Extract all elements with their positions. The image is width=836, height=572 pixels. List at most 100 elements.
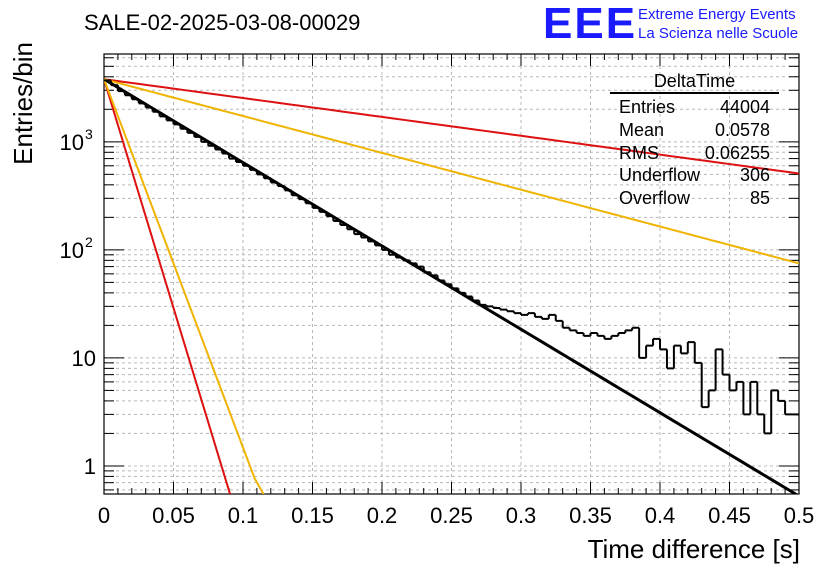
histogram-bin xyxy=(506,309,515,313)
histogram-bin xyxy=(540,316,549,320)
histogram-bin xyxy=(624,329,633,334)
histogram-bin xyxy=(749,380,758,415)
histogram-bin xyxy=(158,111,167,118)
histogram-bin xyxy=(659,338,667,351)
stats-value: 0.06255 xyxy=(704,142,770,163)
histogram-bin xyxy=(478,300,487,306)
histogram-bin xyxy=(742,381,751,416)
histogram-bin xyxy=(471,296,480,302)
histogram-bin xyxy=(596,333,605,337)
chart-title: SALE-02-2025-03-08-00029 xyxy=(84,10,361,35)
fit-curve xyxy=(104,78,799,175)
histogram-bin xyxy=(450,284,459,290)
histogram-bin xyxy=(672,344,681,369)
stats-label: Mean xyxy=(619,119,665,140)
histogram-bin xyxy=(721,349,730,376)
histogram-bin xyxy=(116,85,125,93)
stats-label: Overflow xyxy=(619,188,691,209)
histogram-bin xyxy=(242,162,250,167)
histogram-bin xyxy=(700,362,709,409)
histogram-bin xyxy=(401,257,410,262)
y-tick-label: 10 xyxy=(60,130,84,155)
histogram-bin xyxy=(325,211,334,218)
stats-value: 0.0578 xyxy=(714,119,770,140)
histogram-bin xyxy=(332,216,341,223)
histogram-bin xyxy=(693,342,702,364)
histogram-bin xyxy=(443,280,452,286)
histogram-bin xyxy=(665,349,674,370)
histogram-bin xyxy=(457,288,466,294)
y-tick-label: 1 xyxy=(84,454,96,479)
histogram-bin xyxy=(214,145,223,151)
histogram-bin xyxy=(186,128,195,134)
histogram-bin xyxy=(179,124,188,130)
stats-label: Underflow xyxy=(619,165,701,186)
histogram-bin xyxy=(617,332,626,336)
y-tick-label: 10 xyxy=(72,346,96,371)
histogram-bin xyxy=(221,149,230,155)
histogram-bin xyxy=(492,306,501,309)
histogram-bin xyxy=(339,221,348,226)
histogram-bin xyxy=(394,254,403,259)
histogram-bin xyxy=(631,326,640,331)
histogram-bin xyxy=(645,344,654,358)
fit-curve xyxy=(104,78,232,494)
histogram-bin xyxy=(297,195,306,201)
histogram-bin xyxy=(123,91,132,97)
histogram-bin xyxy=(276,182,285,188)
x-tick-label: 0.1 xyxy=(228,503,259,528)
histogram-bin xyxy=(728,374,737,392)
histogram-bin xyxy=(485,304,494,308)
histogram-bin xyxy=(422,266,431,274)
stats-row-overflow: Overflow 85 xyxy=(610,187,779,210)
histogram-bin xyxy=(686,341,695,354)
histogram-bin xyxy=(589,332,598,336)
histogram-bin xyxy=(269,178,278,184)
x-tick-label: 0.3 xyxy=(506,503,537,528)
histogram-bin xyxy=(172,120,181,126)
histogram-bin xyxy=(262,174,271,180)
histogram-bin xyxy=(513,311,521,315)
x-tick-label: 0.35 xyxy=(569,503,612,528)
x-tick-label: 0.2 xyxy=(367,503,398,528)
histogram-bin xyxy=(255,169,264,176)
histogram-bin xyxy=(408,260,417,265)
fit-curve xyxy=(104,78,799,265)
fit-curve xyxy=(104,78,265,494)
x-tick-label: 0.25 xyxy=(430,503,473,528)
histogram-bin xyxy=(770,389,779,434)
y-tick-exponent: 2 xyxy=(85,234,93,250)
histogram-bin xyxy=(714,348,723,391)
histogram-bin xyxy=(387,249,396,256)
histogram-bin xyxy=(638,327,647,359)
histogram-bin xyxy=(109,80,118,87)
histogram-bin xyxy=(575,330,584,335)
histogram-bin xyxy=(735,380,744,391)
stats-row-mean: Mean 0.0578 xyxy=(610,119,779,142)
histogram-bin xyxy=(207,141,216,147)
histogram-bin xyxy=(228,153,237,160)
histogram-bin xyxy=(248,165,257,171)
logo-line-2: La Scienza nelle Scuole xyxy=(638,25,799,42)
y-tick-exponent: 3 xyxy=(85,126,93,142)
x-axis-label: Time difference [s] xyxy=(588,534,800,564)
histogram-bin xyxy=(151,107,160,113)
histogram-bin xyxy=(311,203,320,209)
stats-label: RMS xyxy=(619,142,659,163)
histogram-bin xyxy=(137,99,146,105)
histogram-bin xyxy=(561,320,570,329)
histogram-bin xyxy=(568,327,577,332)
histogram-bin xyxy=(200,136,209,143)
histogram-bin xyxy=(193,132,202,138)
histogram-bin xyxy=(533,313,542,318)
histogram-bin xyxy=(415,263,424,268)
histogram-bin xyxy=(777,390,786,402)
stats-row-rms: RMS 0.06255 xyxy=(610,142,779,165)
stats-row-entries: Entries 44004 xyxy=(610,96,779,119)
x-tick-label: 0.45 xyxy=(708,503,751,528)
histogram-bin xyxy=(429,272,438,277)
histogram-bin xyxy=(679,345,688,355)
histogram-bin xyxy=(652,337,660,346)
histogram-bin xyxy=(547,313,556,319)
